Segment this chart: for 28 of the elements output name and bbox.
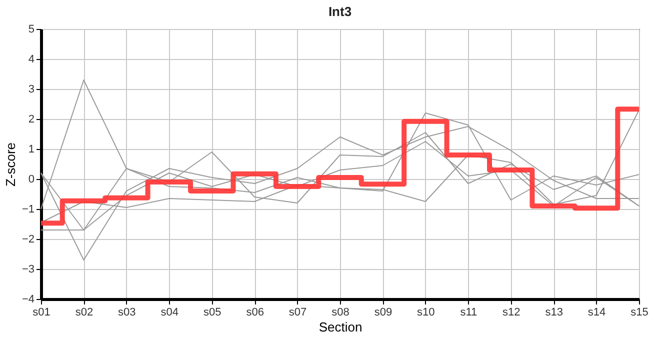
y-tick-label: 4 bbox=[28, 54, 34, 66]
x-tick-label: s14 bbox=[588, 306, 606, 318]
y-tick-label: 5 bbox=[28, 24, 34, 36]
x-tick-label: s08 bbox=[332, 306, 350, 318]
x-tick-label: s12 bbox=[502, 306, 520, 318]
x-tick-label: s11 bbox=[460, 306, 478, 318]
x-tick-label: s06 bbox=[246, 306, 264, 318]
y-tick-label: 1 bbox=[28, 144, 34, 156]
x-tick-label: s01 bbox=[32, 306, 50, 318]
x-tick-label: s13 bbox=[545, 306, 563, 318]
y-tick-label: −4 bbox=[22, 294, 34, 306]
x-tick-label: s09 bbox=[374, 306, 392, 318]
x-tick-label: s04 bbox=[160, 306, 179, 318]
y-tick-label: −1 bbox=[22, 204, 34, 216]
y-tick-label: −2 bbox=[22, 234, 34, 246]
y-tick-label: 3 bbox=[28, 84, 34, 96]
x-tick-label: s05 bbox=[203, 306, 222, 318]
y-axis-title: Z-score bbox=[2, 142, 18, 187]
chart-title: Int3 bbox=[328, 4, 352, 19]
y-tick-label: −3 bbox=[22, 264, 34, 276]
x-tick-label: s07 bbox=[288, 306, 307, 318]
x-tick-label: s03 bbox=[118, 306, 136, 318]
y-tick-label: 0 bbox=[28, 174, 34, 186]
x-axis-title: Section bbox=[318, 320, 362, 334]
x-tick-label: s02 bbox=[75, 306, 94, 318]
y-tick-label: 2 bbox=[28, 114, 34, 126]
x-tick-label: s15 bbox=[630, 306, 648, 318]
x-tick-label: s10 bbox=[417, 306, 435, 318]
